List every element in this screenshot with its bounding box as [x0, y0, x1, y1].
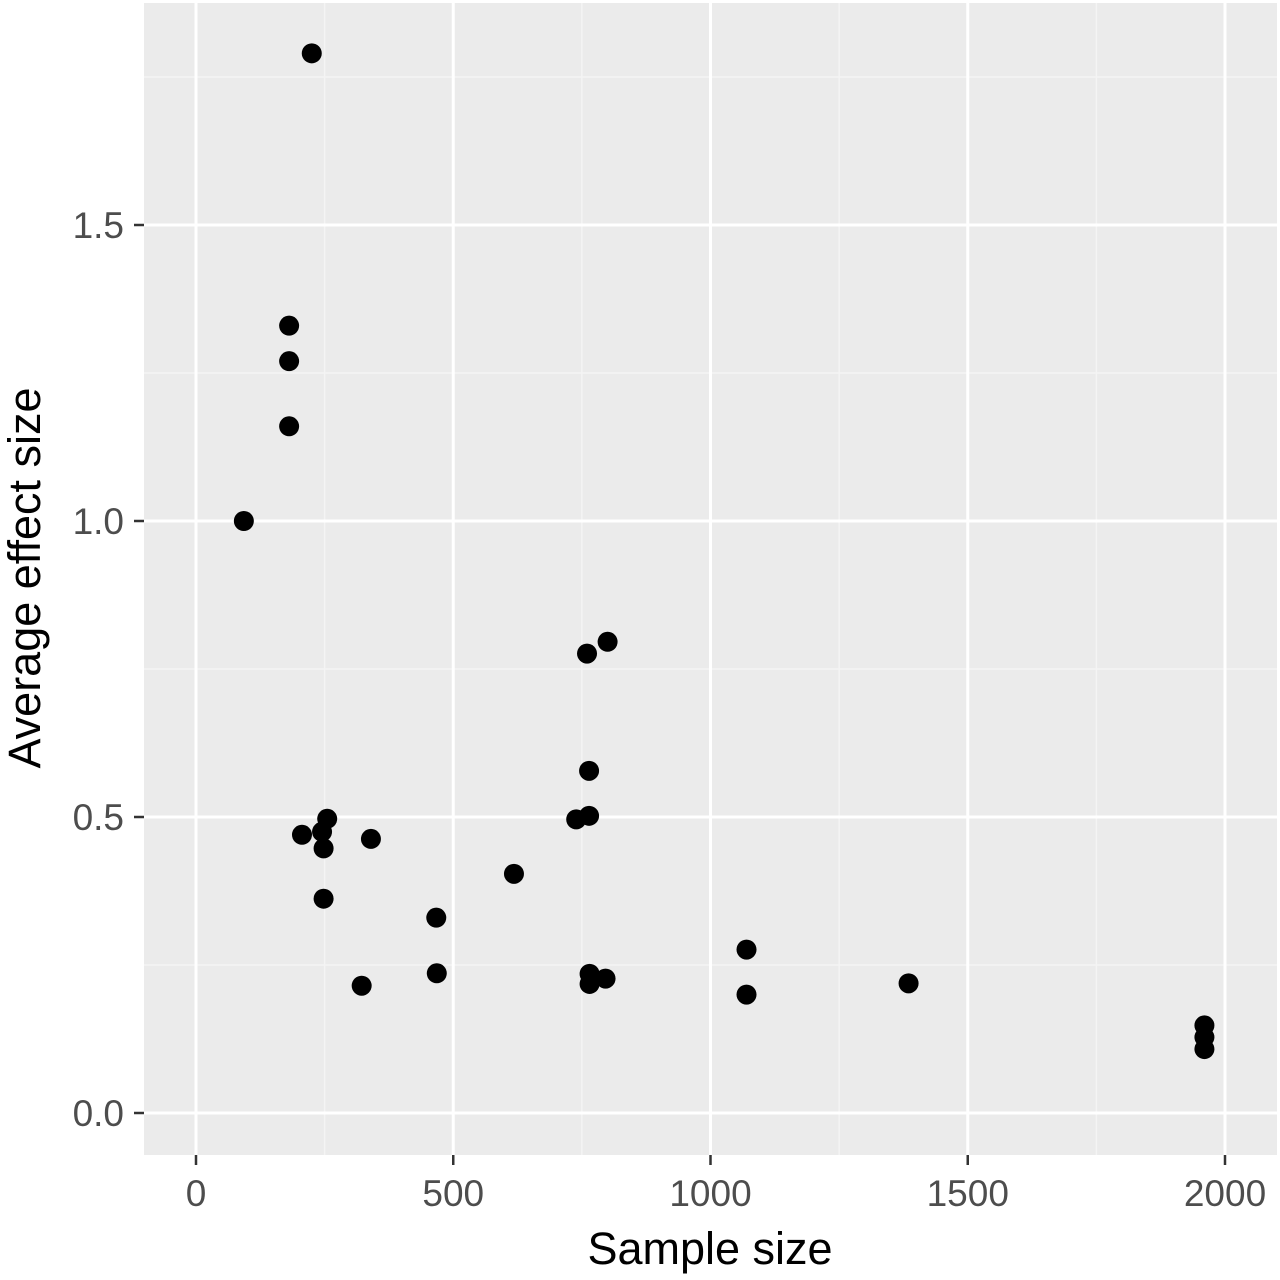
x-tick-label: 1500: [927, 1173, 1009, 1214]
x-axis-title: Sample size: [587, 1223, 832, 1274]
data-point: [351, 975, 372, 996]
data-point: [279, 351, 300, 372]
data-point: [279, 416, 300, 437]
data-point: [426, 963, 447, 984]
data-point: [736, 984, 757, 1005]
x-tick-label: 500: [422, 1173, 484, 1214]
data-point: [426, 907, 447, 928]
data-point: [233, 511, 254, 531]
data-point: [579, 973, 600, 994]
data-point: [579, 805, 600, 826]
data-point: [317, 808, 338, 829]
data-point: [301, 43, 322, 64]
data-point: [595, 968, 616, 989]
major-grid: [144, 3, 1277, 1155]
y-axis-title: Average effect size: [0, 387, 50, 768]
data-point: [736, 939, 757, 960]
y-tick-label: 0.5: [73, 797, 124, 838]
data-point: [360, 828, 381, 849]
x-tick-label: 0: [186, 1173, 207, 1214]
data-point: [279, 315, 300, 336]
x-tick-label: 1000: [669, 1173, 751, 1214]
y-tick-label: 0.0: [73, 1093, 124, 1134]
y-axis: 0.0 0.5 1.0 1.5: [73, 205, 144, 1134]
x-axis: 0 500 1000 1500 2000: [186, 1155, 1266, 1214]
data-point: [313, 838, 334, 859]
data-point: [579, 760, 600, 781]
data-points: [233, 43, 1215, 1060]
data-point: [1194, 1039, 1215, 1060]
data-point: [503, 863, 524, 884]
data-point: [597, 631, 618, 652]
data-point: [898, 973, 919, 994]
x-tick-label: 2000: [1184, 1173, 1266, 1214]
data-point: [577, 643, 598, 664]
data-point: [313, 888, 334, 909]
data-point: [291, 824, 312, 845]
y-tick-label: 1.0: [73, 501, 124, 542]
y-tick-label: 1.5: [73, 205, 124, 246]
